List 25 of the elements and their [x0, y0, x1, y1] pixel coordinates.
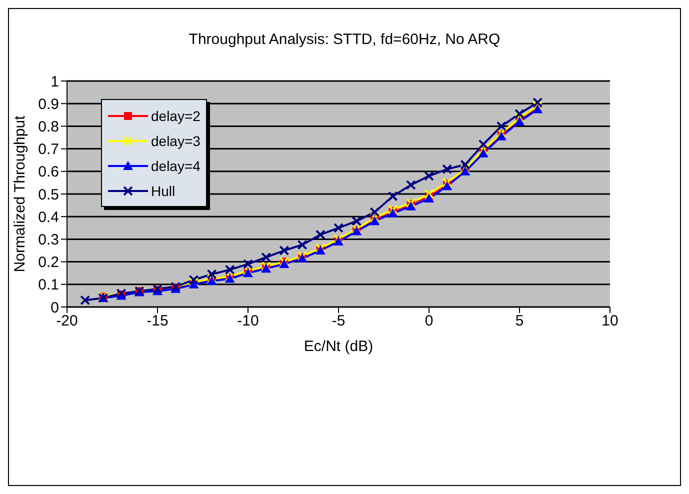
x-tick-label: -20	[56, 312, 78, 330]
y-tick-label: 0.9	[38, 96, 59, 113]
x-tick-label: -15	[146, 312, 168, 330]
y-tick-label: 0.4	[38, 208, 59, 226]
legend-label: Hull	[151, 182, 176, 198]
x-axis-title: Ec/Nt (dB)	[304, 338, 374, 355]
y-tick-label: 0.1	[38, 276, 59, 294]
y-tick-label: 1	[50, 73, 59, 90]
x-tick-label: 10	[602, 312, 618, 330]
x-tick-label: -10	[237, 312, 259, 330]
legend-label: delay=2	[151, 108, 200, 124]
legend-label: delay=4	[151, 158, 200, 174]
x-tick-label: 0	[424, 312, 434, 330]
y-tick-label: 0.5	[38, 186, 59, 204]
x-tick-label: -5	[332, 312, 346, 330]
y-tick-label: 0.8	[38, 118, 59, 136]
x-tick-label: 5	[515, 312, 524, 330]
y-axis-title: Normalized Throughput	[11, 114, 28, 272]
legend-label: delay=3	[151, 132, 200, 148]
chart-title: Throughput Analysis: STTD, fd=60Hz, No ARQ	[188, 31, 502, 48]
y-tick-label: 0.7	[38, 141, 59, 158]
y-tick-label: 0.2	[38, 254, 59, 272]
y-tick-label: 0	[50, 299, 59, 316]
y-tick-label: 0.6	[38, 164, 59, 181]
y-tick-label: 0.3	[38, 232, 59, 249]
